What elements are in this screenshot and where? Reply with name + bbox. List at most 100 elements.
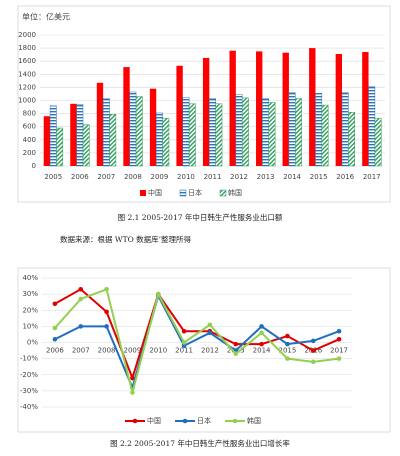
bar: [215, 103, 223, 167]
x-tick-label: 2006: [71, 173, 89, 181]
marker: [78, 324, 84, 329]
marker: [207, 330, 213, 336]
bar: [315, 93, 323, 167]
bar: [149, 88, 157, 166]
y-tick-label: 20%: [22, 306, 38, 314]
y-tick-label: -10%: [20, 355, 38, 363]
marker: [336, 356, 342, 361]
bar: [341, 92, 349, 167]
marker: [207, 322, 213, 328]
bar: [282, 52, 289, 167]
bar: [295, 98, 302, 167]
y-tick-label: 1800: [18, 44, 36, 52]
marker: [310, 338, 316, 344]
marker: [285, 356, 290, 361]
marker: [259, 341, 264, 347]
bar: [268, 102, 276, 167]
legend-marker: [132, 418, 138, 424]
marker: [233, 351, 239, 357]
chart-frame: [17, 5, 391, 203]
bar: [321, 104, 329, 167]
chart-frame: [17, 267, 391, 433]
y-tick-label: -30%: [20, 387, 38, 395]
x-tick-label: 2014: [283, 173, 301, 181]
legend-label: 日本: [188, 188, 202, 197]
x-tick-label: 2016: [336, 173, 354, 181]
y-tick-label: 400: [23, 136, 36, 144]
y-tick-label: 10%: [22, 322, 38, 330]
bar: [56, 127, 64, 167]
bar: [348, 112, 355, 167]
y-tick-label: 30%: [22, 290, 38, 298]
bar: [82, 124, 90, 167]
marker: [104, 286, 109, 292]
x-tick-label: 2015: [279, 347, 297, 355]
bar: [288, 92, 296, 167]
legend-marker: [182, 418, 188, 424]
bar: [102, 98, 110, 167]
y-tick-label: 0: [32, 162, 36, 170]
x-tick-label: 2015: [310, 173, 328, 181]
marker: [78, 296, 84, 302]
marker: [336, 328, 342, 334]
bar: [96, 82, 104, 166]
marker: [52, 336, 58, 342]
x-tick-label: 2011: [204, 173, 222, 181]
marker: [259, 324, 264, 329]
bar: [256, 51, 263, 166]
marker: [104, 324, 109, 329]
y-tick-label: 1000: [18, 97, 36, 105]
x-tick-label: 2008: [98, 347, 116, 355]
bar: [235, 94, 243, 167]
x-tick-label: 2011: [175, 347, 193, 355]
y-tick-label: 0%: [27, 339, 38, 347]
marker: [233, 341, 239, 347]
bar: [76, 104, 84, 167]
y-tick-label: 1600: [18, 57, 36, 65]
bar: [49, 105, 57, 167]
line: [54, 288, 340, 382]
x-tick-label: 2017: [363, 173, 381, 181]
legend-label: 中国: [147, 416, 161, 425]
legend-label: 韩国: [228, 188, 242, 197]
bar: [123, 67, 130, 166]
y-tick-label: 1200: [18, 83, 36, 91]
bar: [176, 65, 183, 166]
y-tick-label: 1400: [18, 70, 36, 78]
bar: [135, 96, 143, 167]
legend-label: 韩国: [247, 416, 261, 425]
y-tick-label: 200: [23, 149, 36, 157]
marker: [310, 359, 316, 365]
y-tick-label: 40%: [22, 274, 38, 282]
bar: [70, 103, 77, 166]
legend-swatch: [179, 189, 187, 197]
unit-label: 单位：亿美元: [22, 12, 70, 22]
bar: [335, 53, 343, 167]
caption: 图 2.1 2005-2017 年中日韩生产性服务业出口额: [118, 212, 283, 222]
x-tick-label: 2013: [257, 173, 275, 181]
line: [54, 287, 340, 393]
bar: [155, 112, 163, 167]
x-tick-label: 2014: [253, 347, 271, 355]
bar: [129, 91, 137, 167]
x-tick-label: 2007: [97, 173, 115, 181]
y-tick-label: 2000: [18, 31, 36, 39]
bar: [241, 97, 249, 167]
x-tick-label: 2006: [46, 347, 64, 355]
bar: [43, 116, 51, 166]
y-tick-label: -40%: [20, 403, 38, 411]
bar: [229, 50, 236, 166]
legend-marker: [232, 418, 238, 424]
marker: [259, 330, 264, 336]
marker: [52, 301, 58, 307]
marker: [310, 348, 316, 353]
marker: [155, 291, 161, 297]
bar: [368, 86, 376, 167]
legend-label: 中国: [148, 188, 162, 197]
bar: [209, 98, 216, 167]
marker: [52, 325, 58, 331]
marker: [104, 309, 109, 315]
marker: [181, 340, 187, 345]
bar: [362, 52, 369, 166]
